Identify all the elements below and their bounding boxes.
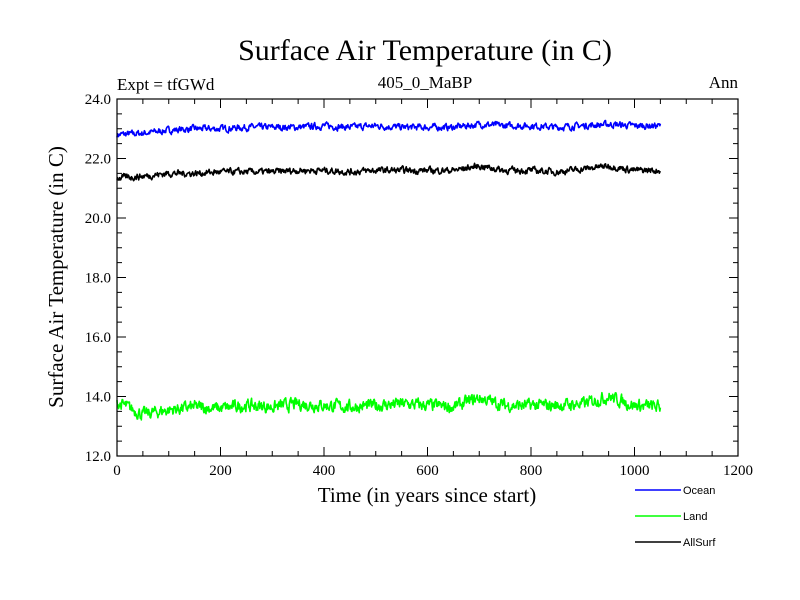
y-tick-label: 20.0 — [85, 211, 111, 227]
x-tick-label: 600 — [416, 463, 439, 479]
y-tick-label: 14.0 — [85, 390, 111, 406]
x-tick-label: 400 — [313, 463, 336, 479]
season-label: Ann — [709, 73, 739, 92]
legend-label-ocean: Ocean — [683, 485, 715, 497]
x-tick-label: 1000 — [620, 463, 650, 479]
plot-frame — [116, 98, 739, 457]
chart-title: Surface Air Temperature (in C) — [238, 34, 612, 67]
axis-ticks — [116, 98, 739, 457]
y-tick-label: 16.0 — [85, 330, 111, 346]
legend-label-land: Land — [683, 511, 707, 523]
x-tick-label: 200 — [209, 463, 232, 479]
x-tick-label: 1200 — [723, 463, 753, 479]
y-tick-labels: 12.0 14.0 16.0 18.0 20.0 22.0 24.0 — [85, 92, 111, 465]
series-line-ocean — [116, 119, 662, 138]
legend: Ocean Land AllSurf — [635, 485, 716, 549]
y-tick-label: 18.0 — [85, 271, 111, 287]
x-axis-label: Time (in years since start) — [318, 483, 537, 507]
experiment-label: Expt = tfGWd — [117, 75, 215, 94]
y-tick-label: 24.0 — [85, 92, 111, 108]
x-tick-labels: 0 200 400 600 800 1000 1200 — [113, 463, 753, 479]
y-tick-label: 22.0 — [85, 152, 111, 168]
period-label: 405_0_MaBP — [378, 73, 472, 92]
x-tick-label: 800 — [520, 463, 543, 479]
legend-label-allsurf: AllSurf — [683, 537, 716, 549]
x-tick-label: 0 — [113, 463, 121, 479]
series-line-land — [116, 391, 662, 421]
series-line-allsurf — [116, 162, 662, 182]
series-lines — [116, 119, 662, 421]
y-axis-label: Surface Air Temperature (in C) — [44, 146, 68, 408]
y-tick-label: 12.0 — [85, 449, 111, 465]
